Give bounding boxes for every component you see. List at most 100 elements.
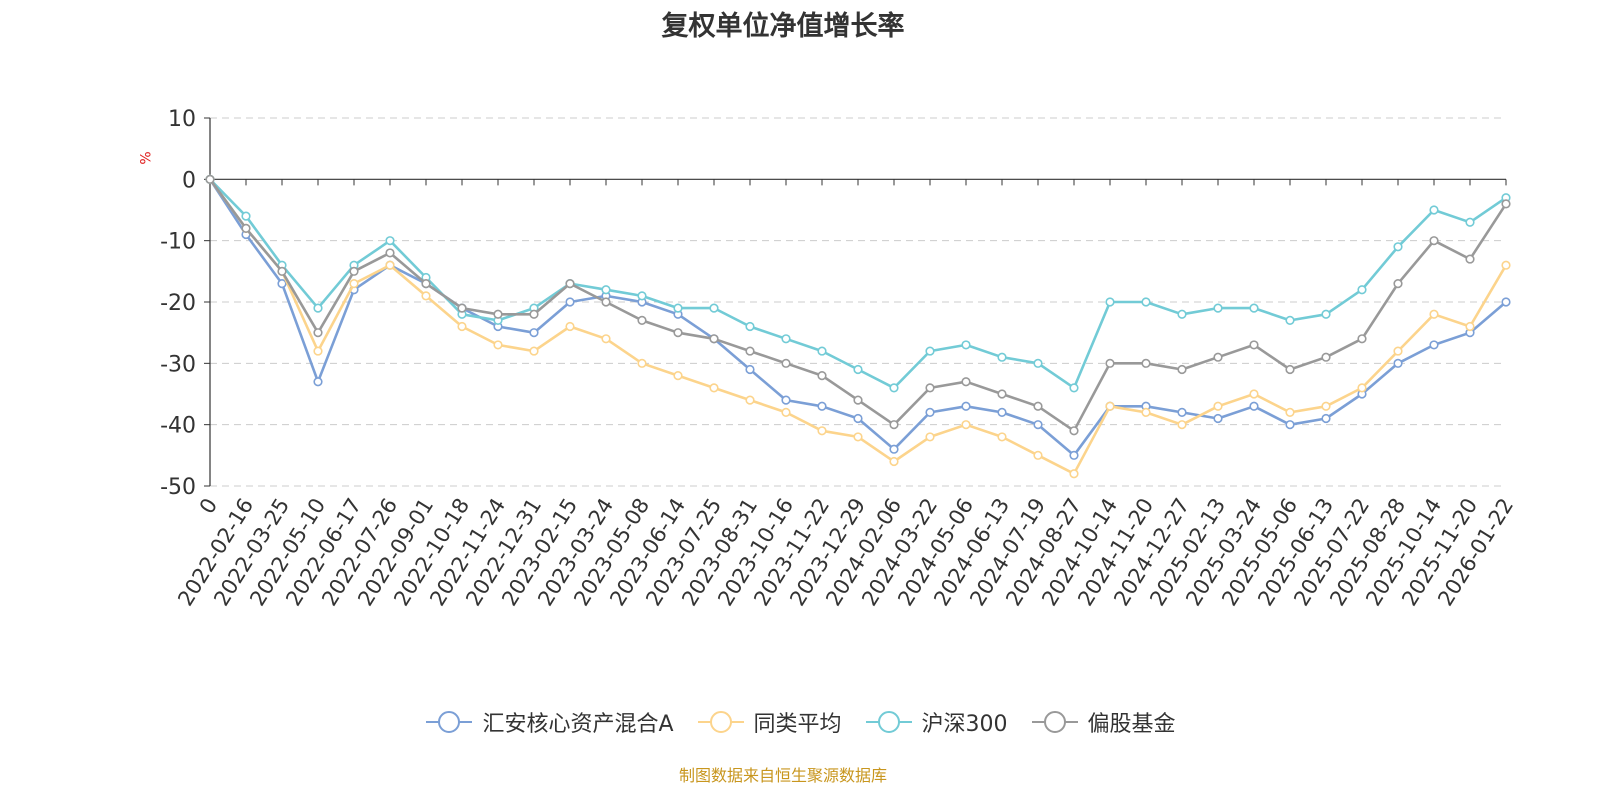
data-point [1321, 309, 1331, 319]
data-point [601, 334, 611, 344]
data-point [313, 346, 323, 356]
data-point [781, 334, 791, 344]
data-point [709, 383, 719, 393]
y-tick-label: 10 [168, 107, 196, 132]
data-point [997, 389, 1007, 399]
data-point [961, 401, 971, 411]
data-point [1213, 413, 1223, 424]
data-point [1033, 450, 1043, 460]
data-point [1357, 334, 1367, 344]
data-point [709, 303, 719, 313]
data-point [1213, 303, 1223, 313]
data-point [1069, 426, 1079, 436]
legend-item[interactable]: 偏股基金 [1030, 706, 1176, 738]
data-point [853, 364, 863, 375]
data-point [205, 174, 215, 184]
data-point [1141, 358, 1151, 368]
data-point [1141, 407, 1151, 418]
data-point [925, 383, 935, 393]
data-point [925, 346, 935, 356]
data-point [997, 432, 1007, 442]
data-point [1285, 420, 1295, 430]
data-point [961, 377, 971, 387]
data-point [1069, 383, 1079, 393]
data-point [1429, 340, 1439, 350]
y-tick-label: -50 [160, 475, 196, 500]
data-point [925, 407, 935, 418]
data-point [781, 358, 791, 368]
data-point [997, 407, 1007, 418]
data-point [565, 297, 575, 307]
data-point [997, 352, 1007, 362]
data-point [925, 432, 935, 442]
data-point [1321, 352, 1331, 362]
data-point [961, 340, 971, 350]
data-point [1105, 297, 1115, 307]
data-point [1501, 260, 1511, 270]
data-point [1393, 242, 1403, 252]
series-line [208, 178, 1508, 475]
data-point [529, 346, 539, 356]
data-point [781, 395, 791, 405]
legend-item[interactable]: 汇安核心资产混合A [424, 706, 674, 738]
data-point [853, 413, 863, 424]
data-point [1501, 199, 1511, 209]
data-point [1177, 420, 1187, 430]
y-tick-label: -40 [160, 414, 196, 439]
data-point [529, 328, 539, 338]
data-point [1285, 315, 1295, 326]
data-point [1177, 407, 1187, 418]
data-point [1429, 236, 1439, 246]
data-point [313, 303, 323, 313]
y-tick-label: -10 [160, 230, 196, 255]
data-point [457, 303, 467, 313]
y-tick-label: -30 [160, 352, 196, 377]
data-point [1213, 352, 1223, 362]
data-point [1321, 413, 1331, 424]
legend-label: 沪深300 [921, 712, 1008, 737]
series-line [209, 178, 1507, 390]
data-point [745, 395, 755, 405]
data-point [385, 236, 395, 246]
data-point [853, 432, 863, 442]
data-point [889, 444, 899, 454]
data-point [1249, 389, 1259, 399]
data-point [565, 279, 575, 289]
data-point [1285, 407, 1295, 418]
data-point [1429, 309, 1439, 319]
data-point [1501, 297, 1511, 307]
data-point [1033, 358, 1043, 368]
data-point [1429, 205, 1439, 215]
data-point [889, 420, 899, 430]
chart-title: 复权单位净值增长率 [661, 11, 905, 42]
data-point [1357, 383, 1367, 393]
data-point [1033, 401, 1043, 411]
data-point [1357, 285, 1367, 295]
data-point [889, 456, 899, 467]
data-point [1249, 340, 1259, 350]
data-point [1105, 358, 1115, 368]
data-point [1069, 450, 1079, 460]
legend-marker-icon [1031, 711, 1078, 733]
data-point [277, 279, 287, 289]
legend-marker-icon [426, 711, 473, 733]
data-point [1393, 358, 1403, 368]
data-point [745, 346, 755, 356]
data-point [637, 315, 647, 326]
data-point [421, 291, 431, 301]
data-point [529, 309, 539, 319]
data-point [277, 266, 287, 276]
data-point [673, 303, 683, 313]
data-point [349, 266, 359, 276]
legend-item[interactable]: 沪深300 [864, 706, 1008, 738]
data-point [349, 279, 359, 289]
series-line [208, 178, 1508, 433]
data-point [673, 371, 683, 381]
chart-legend: 汇安核心资产混合A 同类平均 沪深300 偏股基金 [0, 705, 1600, 739]
data-point [1465, 321, 1475, 332]
legend-label: 同类平均 [753, 712, 842, 737]
data-point [817, 401, 827, 411]
legend-item[interactable]: 同类平均 [696, 706, 842, 738]
data-point [1285, 364, 1295, 375]
data-point [637, 358, 647, 368]
